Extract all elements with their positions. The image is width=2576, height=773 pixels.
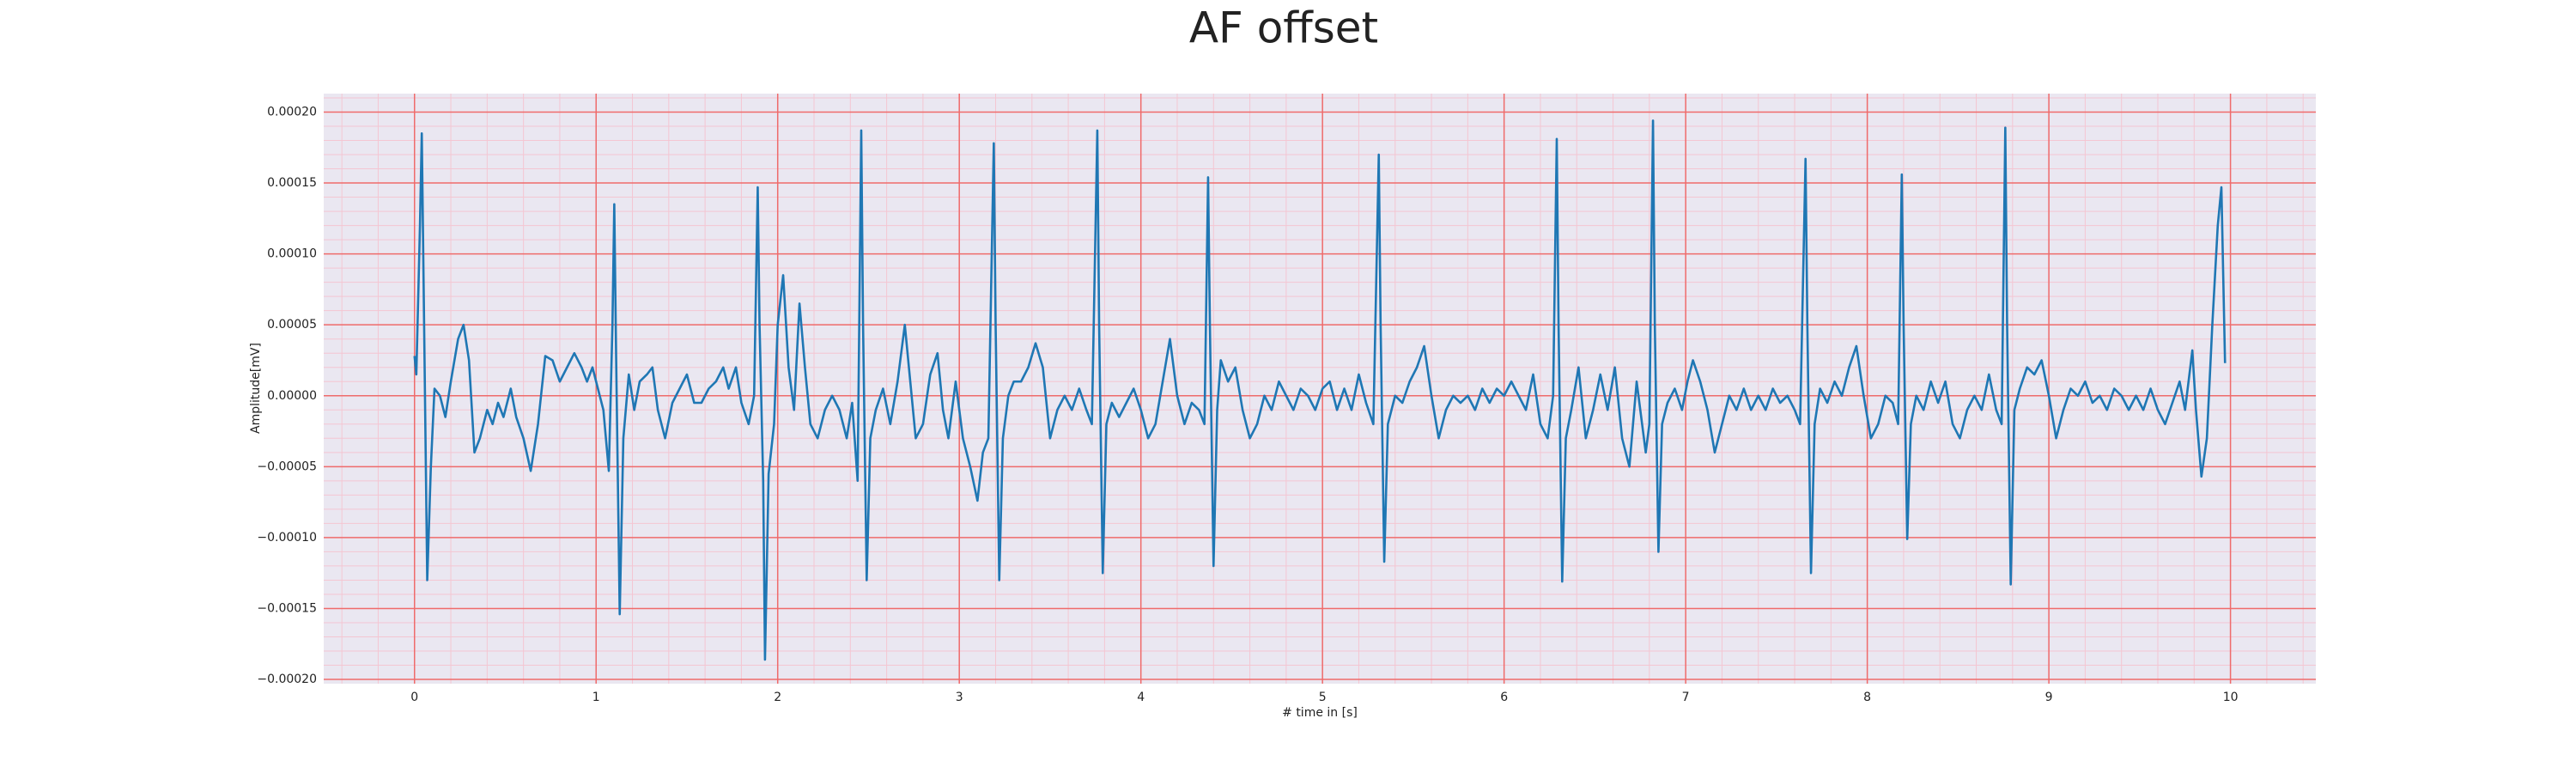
y-axis-label: Amplitude[mV] [249,343,263,434]
y-tick-label: 0.00010 [267,247,317,261]
x-tick-label: 6 [1500,691,1508,704]
x-tick-label: 4 [1137,691,1145,704]
y-tick-label: 0.00005 [267,318,317,332]
y-tick-label: 0.00000 [267,389,317,403]
x-tick-label: 10 [2223,691,2239,704]
x-tick-label: 9 [2045,691,2053,704]
plot-background [324,94,2316,684]
x-axis-label: # time in [s] [1282,706,1358,720]
x-tick-label: 8 [1863,691,1871,704]
y-tick-label: −0.00015 [257,601,317,615]
y-tick-label: −0.00010 [257,531,317,545]
x-tick-label: 1 [592,691,600,704]
x-tick-label: 2 [774,691,781,704]
y-tick-label: −0.00005 [257,460,317,473]
chart-title: AF offset [1189,3,1378,53]
plot [413,119,2227,661]
x-tick-label: 0 [410,691,418,704]
x-tick-label: 7 [1682,691,1690,704]
y-tick-label: −0.00020 [257,673,317,686]
y-tick-label: 0.00015 [267,176,317,190]
signal-line [413,119,2227,661]
y-tick-label: 0.00020 [267,105,317,119]
x-tick-label: 5 [1319,691,1327,704]
grid [324,94,2316,684]
x-tick-label: 3 [956,691,963,704]
